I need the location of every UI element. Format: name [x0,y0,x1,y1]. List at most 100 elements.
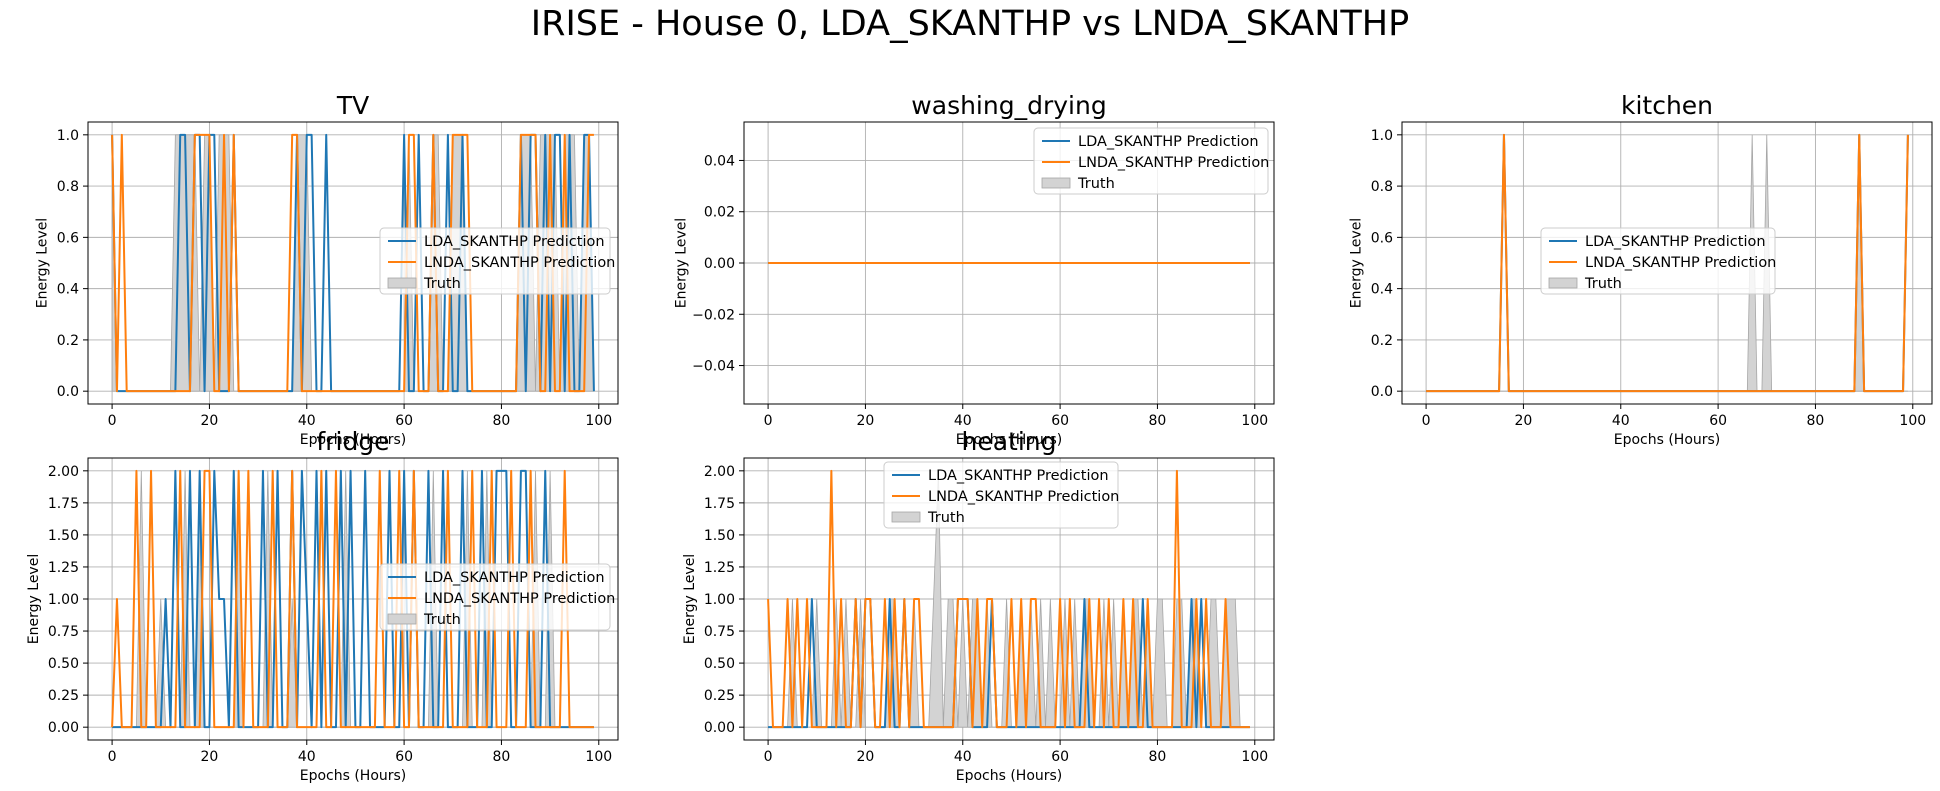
x-axis-label: Epochs (Hours) [300,768,407,784]
lnda-prediction-line [1426,133,1909,393]
y-tick-label: 1.00 [48,592,79,608]
legend-label: LNDA_SKANTHP Prediction [1585,255,1776,271]
y-tick-label: 0.2 [57,333,79,349]
y-axis-label: Energy Level [674,218,690,308]
y-tick-label: 2.00 [704,464,735,480]
figure-title: IRISE - House 0, LDA_SKANTHP vs LNDA_SKA… [531,4,1409,44]
y-tick-label: 0.6 [1371,230,1393,246]
y-tick-label: 1.0 [57,128,79,144]
x-tick-label: 60 [1051,749,1069,765]
legend-box [1540,227,1776,295]
x-tick-label: 0 [108,413,117,429]
legend-label: LNDA_SKANTHP Prediction [928,489,1119,505]
x-tick-label: 80 [1149,413,1167,429]
legend: LDA_SKANTHP Prediction LNDA_SKANTHP Predi… [379,563,615,631]
legend-handle-truth [387,277,417,289]
x-tick-label: 0 [764,413,773,429]
legend-handle-truth [1548,277,1578,289]
y-axis-label: Energy Level [35,218,51,308]
lda-prediction-line [112,469,594,729]
x-tick-label: 20 [201,413,219,429]
x-tick-label: 20 [201,749,219,765]
y-tick-label: −0.04 [692,359,735,375]
subplot-kitchen: 0 20 40 60 80 100 0.0 0.2 0.4 0.6 0.8 1.0 kitchen Epo… [1349,91,1933,448]
y-tick-label: 1.00 [704,592,735,608]
x-tick-label: 80 [493,413,511,429]
y-tick-label: 1.75 [704,496,735,512]
legend-label: LNDA_SKANTHP Prediction [424,591,615,607]
legend-box [379,227,611,295]
y-tick-label: 0.50 [48,656,79,672]
x-tick-label: 60 [395,749,413,765]
x-tick-label: 40 [1612,413,1630,429]
subplot-washing-drying: 0 20 40 60 80 100 −0.04 −0.02 0.00 0.02 0.04 washin… [674,91,1275,448]
legend-label: Truth [1584,276,1622,292]
legend-box [883,461,1119,529]
x-tick-label: 80 [493,749,511,765]
y-tick-label: 0.6 [57,230,79,246]
legend-label: Truth [1077,176,1115,192]
y-tick-label: 0.25 [704,688,735,704]
x-tick-label: 20 [857,413,875,429]
y-tick-label: 0.04 [704,153,735,169]
legend-label: LDA_SKANTHP Prediction [424,570,605,586]
y-tick-label: 0.00 [48,720,79,736]
axes-frame [1401,121,1933,405]
y-tick-label: 1.50 [48,528,79,544]
subplot-title: heating [961,427,1056,456]
legend-label: LDA_SKANTHP Prediction [1585,234,1766,250]
x-tick-label: 40 [954,749,972,765]
legend-label: LDA_SKANTHP Prediction [928,468,1109,484]
axes-frame [87,121,619,405]
x-axis-label: Epochs (Hours) [956,768,1063,784]
x-tick-label: 40 [298,749,316,765]
subplot-fridge: 0 20 40 60 80 100 0.00 0.25 0.50 0.75 1.00 1.25 1.50… [26,427,619,784]
y-tick-label: −0.02 [692,307,735,323]
subplot-title: TV [336,91,369,120]
x-tick-label: 0 [1422,413,1431,429]
legend-box [1033,127,1269,195]
y-tick-label: 0.0 [57,384,79,400]
legend-handle-truth [387,613,417,625]
x-tick-label: 20 [857,749,875,765]
x-axis-label: Epochs (Hours) [956,432,1063,448]
y-tick-label: 0.50 [704,656,735,672]
y-tick-label: 0.0 [1371,384,1393,400]
x-tick-label: 80 [1807,413,1825,429]
subplot-title: washing_drying [911,91,1106,120]
legend-label: LNDA_SKANTHP Prediction [424,255,615,271]
y-tick-label: 0.2 [1371,333,1393,349]
y-tick-label: 0.8 [57,179,79,195]
legend: LDA_SKANTHP Prediction LNDA_SKANTHP Predi… [1033,127,1269,195]
legend-box [379,563,611,631]
x-tick-label: 60 [1051,413,1069,429]
x-tick-label: 0 [108,749,117,765]
lnda-prediction-line [111,133,594,393]
legend: LDA_SKANTHP Prediction LNDA_SKANTHP Predi… [1540,227,1776,295]
x-tick-label: 40 [298,413,316,429]
y-tick-label: 0.02 [704,205,735,221]
x-tick-label: 100 [1241,413,1268,429]
legend-label: LDA_SKANTHP Prediction [1078,134,1259,150]
x-tick-label: 40 [954,413,972,429]
legend-handle-truth [1041,177,1071,189]
subplot-title: fridge [316,427,389,456]
legend: LDA_SKANTHP Prediction LNDA_SKANTHP Predi… [379,227,615,295]
y-tick-label: 0.8 [1371,179,1393,195]
x-axis-label: Epochs (Hours) [1614,432,1721,448]
y-tick-label: 1.25 [704,560,735,576]
y-tick-label: 1.75 [48,496,79,512]
y-axis-label: Energy Level [1349,218,1365,308]
x-tick-label: 100 [1241,749,1268,765]
x-axis-label: Epochs (Hours) [300,432,407,448]
y-tick-label: 0.75 [704,624,735,640]
x-tick-label: 0 [764,749,773,765]
x-tick-label: 100 [585,749,612,765]
legend-label: Truth [423,276,461,292]
legend-label: LNDA_SKANTHP Prediction [1078,155,1269,171]
y-tick-label: 1.25 [48,560,79,576]
subplot-TV: 0 20 40 60 80 100 0.0 0.2 0.4 0.6 0.8 1.0 TV Epochs (… [35,91,619,448]
y-tick-label: 2.00 [48,464,79,480]
y-tick-label: 0.00 [704,256,735,272]
